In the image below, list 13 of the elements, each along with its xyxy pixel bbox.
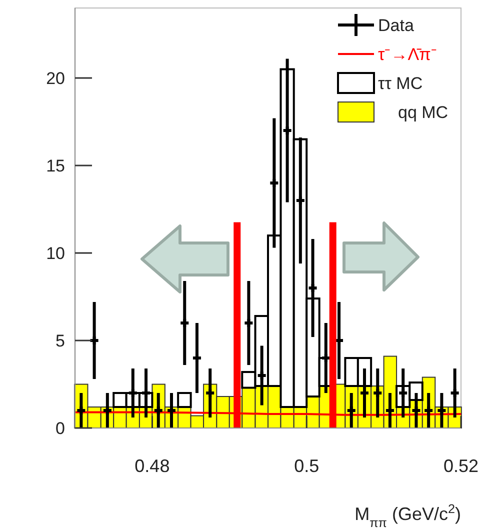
y-tick-label: 5	[56, 331, 65, 350]
y-tick-label: 20	[46, 68, 65, 88]
legend-label: ττ MC	[378, 74, 423, 93]
x-tick-label: 0.48	[134, 456, 170, 476]
y-tick-label: 15	[46, 156, 65, 176]
legend-label: qq MC	[398, 102, 448, 122]
legend-label: Data	[378, 16, 414, 35]
x-tick-label: 0.52	[443, 456, 479, 476]
y-tick-label: 0	[56, 418, 65, 438]
legend-label: τ⁻→Λ̄π⁻	[378, 44, 437, 64]
x-tick-label: 0.5	[294, 456, 320, 476]
y-tick-label: 10	[46, 244, 65, 263]
x-axis-title: M$_{ππ}$ (GeV/c$^{2}$)	[354, 502, 461, 528]
